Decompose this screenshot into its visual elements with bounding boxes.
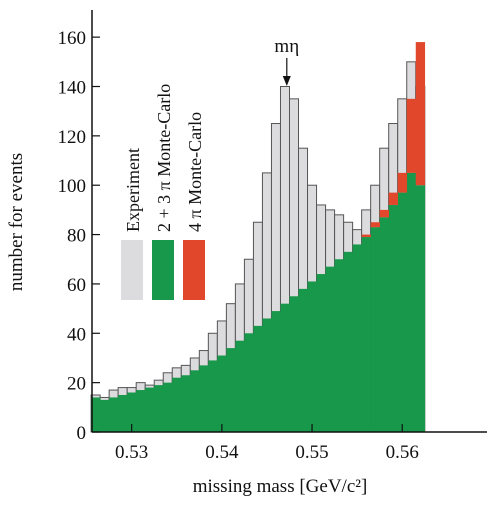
mc-bar bbox=[388, 204, 399, 432]
y-axis-label: number for events bbox=[6, 153, 27, 291]
mc-bar bbox=[253, 325, 263, 432]
mc-bar bbox=[271, 311, 281, 432]
mc-bar bbox=[118, 394, 128, 432]
mc-bar bbox=[298, 288, 308, 432]
mc-bar bbox=[370, 227, 380, 432]
x-axis-label: missing mass [GeV/c²] bbox=[193, 476, 368, 497]
mc-bar bbox=[262, 318, 272, 432]
mc-bar bbox=[397, 172, 408, 193]
mc-bar bbox=[343, 251, 353, 432]
legend-swatch bbox=[121, 240, 143, 300]
mc-bar bbox=[370, 222, 380, 228]
x-tick-label: 0.56 bbox=[386, 442, 419, 463]
mc-bar bbox=[325, 266, 335, 432]
mc-bar bbox=[217, 355, 227, 432]
legend-swatch bbox=[152, 240, 174, 300]
mc-bar bbox=[145, 387, 155, 432]
mc-bar bbox=[91, 397, 101, 432]
mc-bar bbox=[361, 234, 371, 238]
mc-bar bbox=[379, 217, 390, 432]
annotation-arrowhead bbox=[282, 76, 291, 86]
mc-bar bbox=[379, 209, 390, 218]
mc-bar bbox=[172, 377, 182, 432]
mc-bar bbox=[226, 348, 236, 432]
legend-swatch bbox=[183, 240, 205, 300]
mc-bar bbox=[136, 390, 146, 432]
mc-bar bbox=[334, 259, 344, 432]
mc-bar bbox=[199, 365, 209, 432]
mc-bar bbox=[181, 375, 191, 432]
mc-bar bbox=[190, 370, 200, 432]
mc-bar bbox=[388, 192, 399, 205]
mc-bar bbox=[415, 42, 426, 186]
x-tick-label: 0.54 bbox=[205, 442, 239, 463]
mc-bar bbox=[163, 382, 173, 432]
y-tick-label: 0 bbox=[77, 423, 87, 444]
mc-bar bbox=[154, 385, 164, 432]
mc-bar bbox=[109, 397, 119, 432]
mc-bar bbox=[397, 192, 408, 432]
y-tick-label: 120 bbox=[58, 127, 87, 148]
mc-bar bbox=[361, 237, 371, 432]
mc-bar bbox=[289, 296, 299, 432]
y-tick-label: 20 bbox=[67, 374, 86, 395]
mc-bar bbox=[316, 274, 326, 432]
mc-bar bbox=[244, 333, 254, 432]
y-tick-label: 40 bbox=[67, 324, 86, 345]
mc-bar bbox=[280, 303, 290, 432]
mc-bar bbox=[127, 392, 137, 432]
legend-label: Experiment bbox=[123, 148, 143, 232]
mc-bar bbox=[100, 399, 110, 432]
annotation: mη bbox=[274, 36, 299, 57]
y-tick-label: 80 bbox=[67, 226, 86, 247]
legend-label: 4 π Monte-Carlo bbox=[185, 112, 205, 232]
x-tick-label: 0.55 bbox=[295, 442, 328, 463]
y-tick-label: 140 bbox=[58, 78, 87, 99]
y-tick-label: 160 bbox=[58, 28, 87, 49]
legend-label: 2 + 3 π Monte-Carlo bbox=[154, 84, 174, 232]
mc-bar bbox=[235, 340, 245, 432]
y-tick-label: 60 bbox=[67, 275, 86, 296]
mc-bar bbox=[415, 185, 426, 432]
mc-bar bbox=[406, 172, 417, 432]
mc-bar bbox=[307, 281, 317, 432]
mc-bar bbox=[406, 98, 417, 173]
y-tick-label: 100 bbox=[58, 176, 87, 197]
x-tick-label: 0.53 bbox=[115, 442, 148, 463]
mc-bar bbox=[352, 244, 362, 432]
mc-bar bbox=[208, 360, 218, 432]
